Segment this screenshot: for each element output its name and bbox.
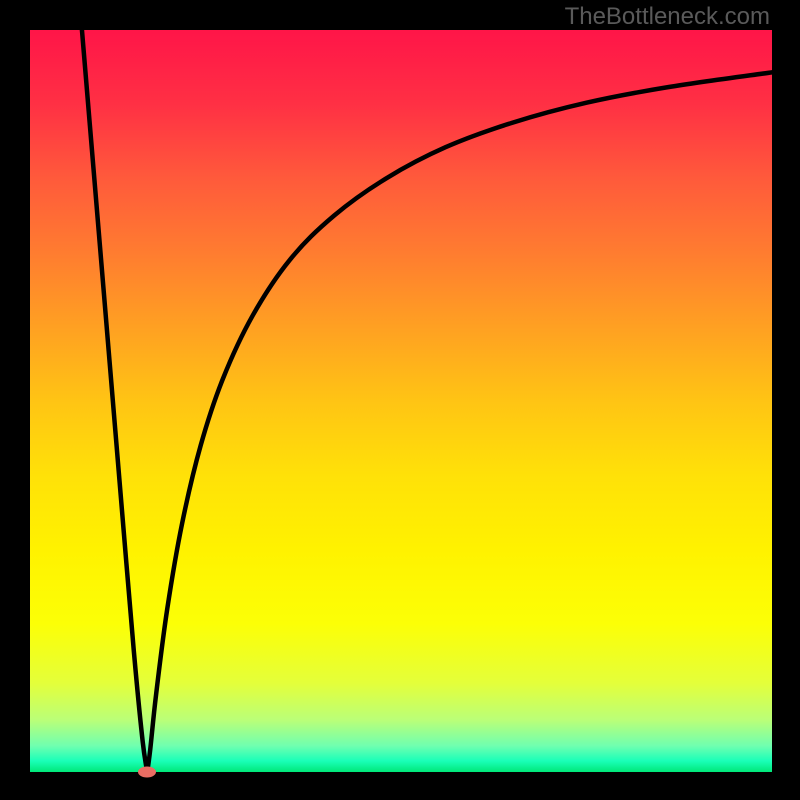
bottleneck-curve bbox=[30, 30, 772, 772]
chart-container: TheBottleneck.com bbox=[0, 0, 800, 800]
watermark-text: TheBottleneck.com bbox=[565, 3, 770, 31]
plot-area bbox=[30, 30, 772, 772]
optimal-point-marker bbox=[138, 767, 156, 778]
